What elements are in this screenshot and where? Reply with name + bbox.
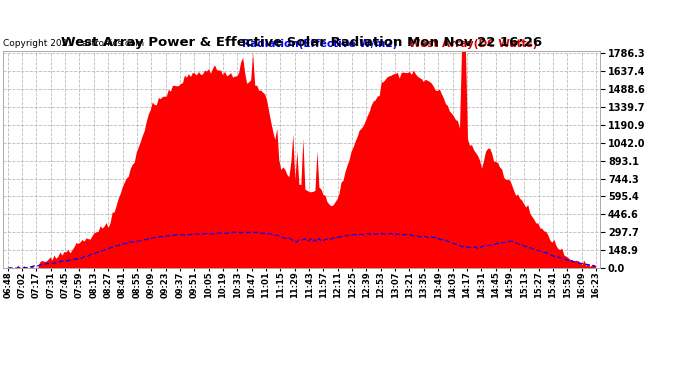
Title: West Array Power & Effective Solar Radiation Mon Nov 22 16:26: West Array Power & Effective Solar Radia… xyxy=(61,36,542,50)
Text: West Array(DC Watts): West Array(DC Watts) xyxy=(409,39,538,49)
Text: Radiation(Effective W/m2): Radiation(Effective W/m2) xyxy=(242,39,397,49)
Text: Copyright 2021 Cartronics.com: Copyright 2021 Cartronics.com xyxy=(3,39,145,48)
